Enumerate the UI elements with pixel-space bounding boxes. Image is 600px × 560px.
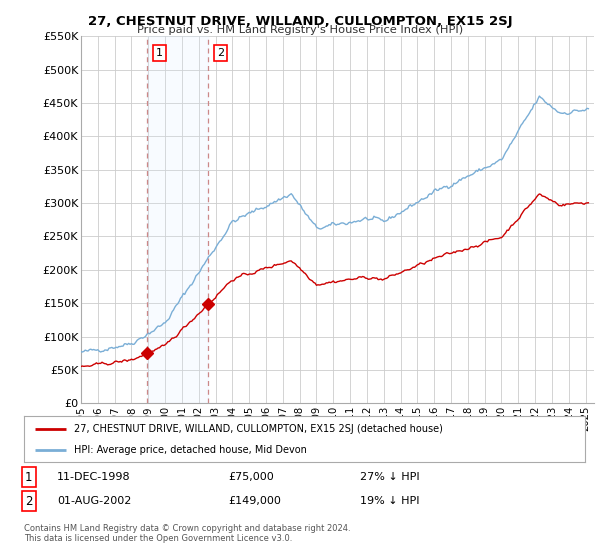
Text: 2: 2 bbox=[217, 48, 224, 58]
Text: 01-AUG-2002: 01-AUG-2002 bbox=[57, 496, 131, 506]
Text: Contains HM Land Registry data © Crown copyright and database right 2024.
This d: Contains HM Land Registry data © Crown c… bbox=[24, 524, 350, 543]
Text: Price paid vs. HM Land Registry's House Price Index (HPI): Price paid vs. HM Land Registry's House … bbox=[137, 25, 463, 35]
Text: £149,000: £149,000 bbox=[228, 496, 281, 506]
Text: 11-DEC-1998: 11-DEC-1998 bbox=[57, 472, 131, 482]
Text: 2: 2 bbox=[25, 494, 32, 508]
Text: 1: 1 bbox=[156, 48, 163, 58]
Text: 27, CHESTNUT DRIVE, WILLAND, CULLOMPTON, EX15 2SJ (detached house): 27, CHESTNUT DRIVE, WILLAND, CULLOMPTON,… bbox=[74, 424, 443, 434]
Text: 27% ↓ HPI: 27% ↓ HPI bbox=[360, 472, 419, 482]
Text: 1: 1 bbox=[25, 470, 32, 484]
Text: £75,000: £75,000 bbox=[228, 472, 274, 482]
Text: 19% ↓ HPI: 19% ↓ HPI bbox=[360, 496, 419, 506]
Text: 27, CHESTNUT DRIVE, WILLAND, CULLOMPTON, EX15 2SJ: 27, CHESTNUT DRIVE, WILLAND, CULLOMPTON,… bbox=[88, 15, 512, 27]
Bar bbox=[148, 36, 208, 403]
Text: HPI: Average price, detached house, Mid Devon: HPI: Average price, detached house, Mid … bbox=[74, 445, 307, 455]
